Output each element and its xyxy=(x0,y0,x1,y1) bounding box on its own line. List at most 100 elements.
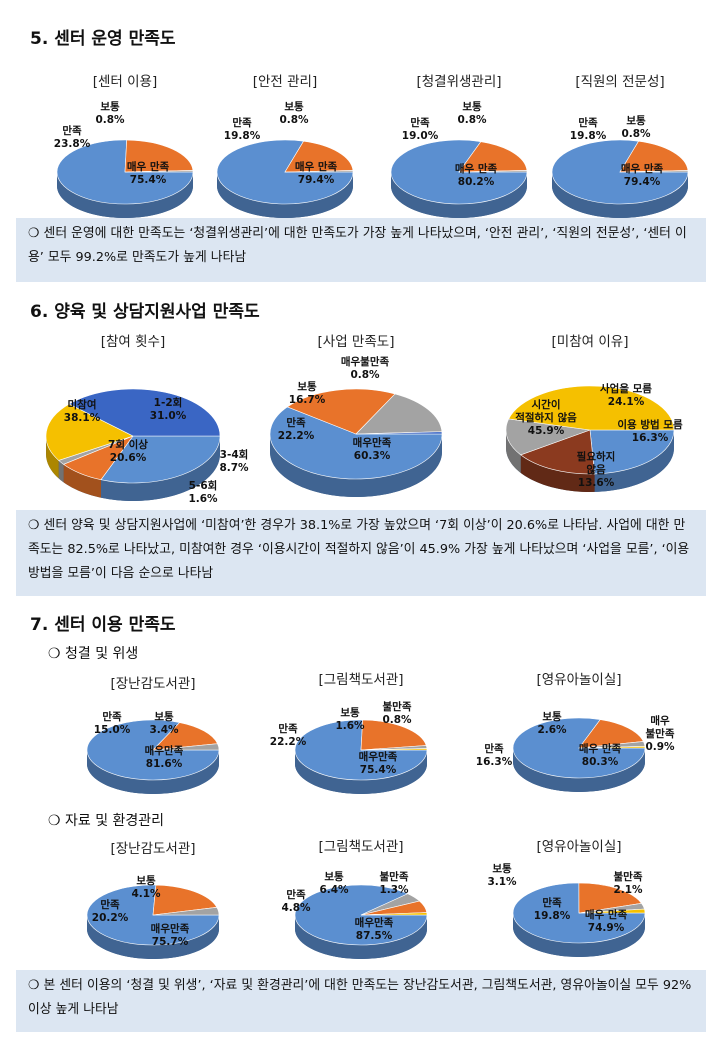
chart-title: [청결위생관리] xyxy=(416,74,501,90)
pie-slice xyxy=(551,139,689,205)
data-label-value: 0.8% xyxy=(457,114,487,126)
data-label-category: 매우 만족 xyxy=(621,162,664,175)
data-label-category: 불만족 xyxy=(646,727,675,740)
pie-slice xyxy=(360,719,427,751)
data-label-value: 22.2% xyxy=(278,430,315,442)
data-label-value: 60.3% xyxy=(354,450,391,462)
data-label-value: 1.6% xyxy=(335,720,365,732)
data-label-category: 불만족 xyxy=(614,870,643,883)
data-label-category: 만족 xyxy=(278,722,298,735)
data-label-category: 보통 xyxy=(136,875,156,887)
pie-slice xyxy=(458,170,528,173)
data-label-category: 보통 xyxy=(340,707,360,719)
data-label-value: 8.7% xyxy=(219,462,249,474)
data-label-value: 3.1% xyxy=(487,876,517,888)
data-label-category: 만족 xyxy=(100,898,120,911)
data-label-category: 불만족 xyxy=(380,870,409,883)
data-label-value: 74.9% xyxy=(588,922,625,934)
data-label-value: 45.9% xyxy=(528,425,565,437)
data-label-value: 19.8% xyxy=(570,130,607,142)
pie-slice xyxy=(56,139,194,205)
pie-slice xyxy=(619,170,689,173)
pie-slice xyxy=(152,722,218,751)
subtitle-materials: ❍ 자료 및 환경관리 xyxy=(48,813,165,829)
pie-slice xyxy=(589,429,675,475)
data-label-category: 만족 xyxy=(542,896,562,909)
pie-slice-side xyxy=(594,430,674,492)
data-label-category: 이용 방법 모름 xyxy=(617,418,683,431)
pie-slice-side xyxy=(46,438,59,479)
pie-slice-side xyxy=(295,915,427,959)
pie-slice-side xyxy=(57,172,193,218)
data-label-category: 1-2회 xyxy=(154,396,183,409)
pie-slice xyxy=(284,140,354,173)
data-label-category: 3-4회 xyxy=(220,448,249,461)
pie-slice xyxy=(360,748,428,751)
data-label-category: 매우만족 xyxy=(355,916,394,929)
data-label-value: 13.6% xyxy=(578,477,615,489)
pie-slice xyxy=(578,908,646,914)
data-label-value: 4.8% xyxy=(281,902,311,914)
section-6-note: ❍ 센터 양육 및 상담지원사업에 ‘미참여’한 경우가 38.1%로 가장 높… xyxy=(16,510,706,596)
data-label-category: 만족 xyxy=(484,742,504,755)
data-label-value: 24.1% xyxy=(608,396,645,408)
data-label-category: 미참여 xyxy=(68,398,97,411)
pie-slice xyxy=(152,884,218,916)
data-label-category: 매우 만족 xyxy=(579,742,622,755)
pie-slice xyxy=(512,882,646,944)
data-label-value: 0.8% xyxy=(382,714,412,726)
pie-slice-side xyxy=(513,748,645,792)
data-label-category: 매우 만족 xyxy=(585,908,628,921)
chart-title: [센터 이용] xyxy=(93,74,158,90)
data-label-category: 매우만족 xyxy=(359,750,398,763)
data-label-category: 보통 xyxy=(492,863,512,875)
pie-slice-side xyxy=(270,434,442,497)
data-label-category: 매우불만족 xyxy=(341,355,390,368)
data-label-value: 0.9% xyxy=(645,741,675,753)
pie-slice xyxy=(355,431,443,435)
pie-slice-side xyxy=(506,431,521,473)
chart-title: [참여 횟수] xyxy=(101,334,166,350)
chart-title: [영유아놀이실] xyxy=(536,672,621,688)
data-label-category: 만족 xyxy=(102,710,122,723)
pie-slice-side xyxy=(100,436,220,501)
chart-title: [직원의 전문성] xyxy=(575,74,664,90)
pie-slice xyxy=(45,403,134,461)
pie-slice xyxy=(578,719,644,749)
pie-slice xyxy=(152,907,220,916)
pie-slice xyxy=(619,140,689,173)
data-label-value: 38.1% xyxy=(64,412,101,424)
data-label-category: 매우 만족 xyxy=(127,160,170,173)
data-label-value: 15.0% xyxy=(94,724,131,736)
pie-slice-side xyxy=(63,464,101,498)
data-label-value: 31.0% xyxy=(150,410,187,422)
pie-slice xyxy=(86,719,220,781)
data-label-category: 보통 xyxy=(324,871,344,883)
pie-slice-side xyxy=(391,172,527,218)
pie-slice xyxy=(152,743,220,751)
section-6-title: 6. 양육 및 상담지원사업 만족도 xyxy=(30,302,260,322)
pie-slice xyxy=(124,170,194,173)
pie-slice xyxy=(100,435,221,484)
subtitle-cleanliness: ❍ 청결 및 위생 xyxy=(48,646,139,662)
data-label-category: 7회 이상 xyxy=(108,438,148,451)
data-label-value: 1.3% xyxy=(379,884,409,896)
data-label-category: 매우 만족 xyxy=(455,162,498,175)
data-label-value: 75.7% xyxy=(152,936,189,948)
data-label-value: 79.4% xyxy=(298,174,335,186)
pie-slice xyxy=(505,418,591,456)
pie-slice-side xyxy=(513,913,645,957)
pie-slice-side xyxy=(217,172,353,218)
data-label-category: 필요하지 xyxy=(577,450,616,463)
data-label-category: 보통 xyxy=(462,101,482,113)
data-label-value: 87.5% xyxy=(356,930,393,942)
data-label-category: 시간이 xyxy=(532,398,561,411)
section-5-title: 5. 센터 운영 만족도 xyxy=(30,29,176,49)
data-label-category: 매우 xyxy=(650,714,670,727)
